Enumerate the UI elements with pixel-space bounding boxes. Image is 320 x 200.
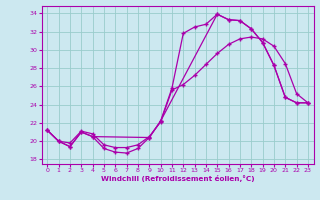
X-axis label: Windchill (Refroidissement éolien,°C): Windchill (Refroidissement éolien,°C) <box>101 175 254 182</box>
